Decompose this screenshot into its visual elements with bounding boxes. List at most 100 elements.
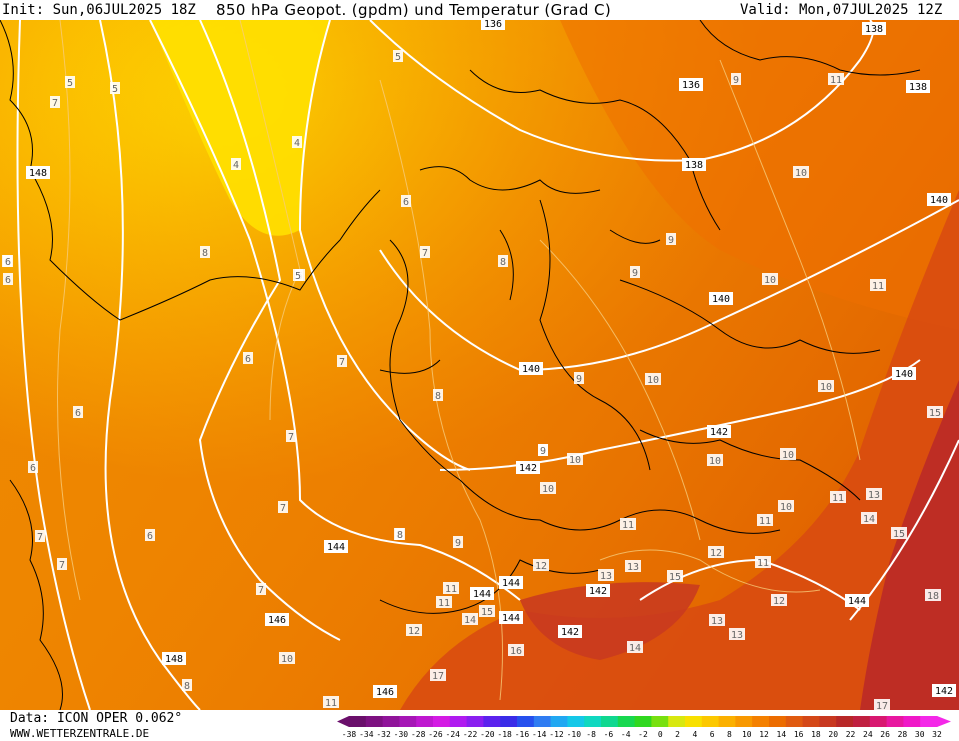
temperature-label: 15 [479, 605, 495, 618]
colorbar-tick-label: 32 [932, 730, 942, 739]
init-label: Init: Sun,06JUL2025 18Z [2, 2, 196, 18]
colorbar-swatch [382, 716, 400, 727]
temperature-label: 11 [755, 556, 771, 569]
temperature-label: 5 [110, 82, 120, 95]
temperature-label: 10 [707, 454, 723, 467]
geopotential-label: 144 [499, 576, 523, 589]
svg-text:14: 14 [629, 643, 641, 654]
temperature-label: 10 [818, 380, 834, 393]
svg-text:146: 146 [268, 615, 286, 626]
svg-text:7: 7 [37, 532, 43, 543]
temperature-label: 14 [861, 512, 877, 525]
svg-text:8: 8 [397, 530, 403, 541]
svg-text:8: 8 [184, 681, 190, 692]
weather-map: 136 138 136 138 138 140 140 140 140 142 … [0, 20, 959, 710]
temperature-label: 6 [3, 273, 13, 286]
svg-text:144: 144 [502, 578, 520, 589]
colorbar-tick-label: 14 [777, 730, 787, 739]
svg-text:8: 8 [435, 391, 441, 402]
temperature-label: 15 [667, 570, 683, 583]
svg-text:11: 11 [759, 516, 771, 527]
geopotential-label: 136 [481, 20, 505, 30]
temperature-label: 11 [620, 518, 636, 531]
svg-text:11: 11 [325, 698, 337, 709]
colorbar-tick-label: 8 [727, 730, 732, 739]
hottest-area [860, 380, 959, 710]
svg-text:7: 7 [258, 585, 264, 596]
svg-text:7: 7 [422, 248, 428, 259]
geopotential-label: 142 [932, 684, 956, 697]
svg-text:7: 7 [288, 432, 294, 443]
valid-label: Valid: Mon,07JUL2025 12Z [740, 2, 943, 18]
temperature-label: 15 [891, 527, 907, 540]
colorbar-tick-label: -30 [394, 730, 409, 739]
geopotential-label: 144 [324, 540, 348, 553]
colorbar-swatch [500, 716, 518, 727]
colorbar-swatch [399, 716, 417, 727]
svg-text:148: 148 [29, 168, 47, 179]
temperature-label: 17 [874, 699, 890, 710]
temperature-label: 13 [709, 614, 725, 627]
svg-text:15: 15 [893, 529, 905, 540]
colorbar-swatch [836, 716, 854, 727]
svg-text:9: 9 [632, 268, 638, 279]
colorbar-tick-label: -10 [567, 730, 582, 739]
colorbar: -38 -34 -32 -30 -28 -26 -24 -22 -20 -18 -16 -14 -12-… [337, 716, 951, 739]
temperature-label-group: 5555744866667777887667679998999101010101… [2, 50, 943, 710]
colorbar-tick-label: 28 [898, 730, 908, 739]
temperature-label: 4 [231, 158, 241, 171]
geopotential-label: 144 [845, 594, 869, 607]
svg-text:17: 17 [876, 701, 888, 710]
temperature-label: 7 [278, 501, 288, 514]
colorbar-tick-label: -12 [549, 730, 564, 739]
temperature-label: 13 [729, 628, 745, 641]
svg-text:12: 12 [773, 596, 785, 607]
geopotential-label: 142 [516, 461, 540, 474]
svg-text:11: 11 [445, 584, 457, 595]
temperature-label: 8 [498, 255, 508, 268]
temperature-label: 6 [73, 406, 83, 419]
colorbar-tick-label: 10 [742, 730, 752, 739]
geopotential-label: 140 [927, 193, 951, 206]
svg-text:142: 142 [589, 586, 607, 597]
svg-text:6: 6 [30, 463, 36, 474]
colorbar-swatch [466, 716, 484, 727]
svg-text:11: 11 [757, 558, 769, 569]
svg-text:138: 138 [685, 160, 703, 171]
hot-area-southeast [400, 190, 959, 710]
colorbar-swatch [651, 716, 669, 727]
svg-text:11: 11 [872, 281, 884, 292]
colorbar-swatch [769, 716, 787, 727]
svg-text:12: 12 [710, 548, 722, 559]
svg-text:144: 144 [848, 596, 866, 607]
temperature-label: 6 [3, 255, 13, 268]
temperature-label: 10 [793, 166, 809, 179]
svg-text:12: 12 [535, 561, 547, 572]
colorbar-tick-label: 30 [915, 730, 925, 739]
colorbar-tick-label: 22 [846, 730, 856, 739]
temperature-label: 18 [925, 589, 941, 602]
temperature-label: 4 [292, 136, 302, 149]
temperature-label: 12 [533, 559, 549, 572]
svg-text:10: 10 [780, 502, 792, 513]
temperature-label: 11 [443, 582, 459, 595]
colorbar-swatch [802, 716, 820, 727]
svg-text:146: 146 [376, 687, 394, 698]
colorbar-swatch [735, 716, 753, 727]
svg-text:138: 138 [909, 82, 927, 93]
colorbar-swatch [853, 716, 871, 727]
geopotential-label: 148 [162, 652, 186, 665]
colorbar-tick-label: -34 [359, 730, 374, 739]
svg-text:9: 9 [733, 75, 739, 86]
colorbar-swatch [365, 716, 384, 727]
colorbar-tick-label: 24 [863, 730, 873, 739]
colorbar-tick-label: -8 [586, 730, 596, 739]
svg-text:144: 144 [327, 542, 345, 553]
svg-text:9: 9 [668, 235, 674, 246]
colorbar-tick-label: -16 [515, 730, 530, 739]
colorbar-tick-label: 16 [794, 730, 804, 739]
warm-core-yellow [150, 20, 330, 236]
colorbar-swatch [533, 716, 552, 727]
svg-text:142: 142 [519, 463, 537, 474]
svg-text:148: 148 [165, 654, 183, 665]
